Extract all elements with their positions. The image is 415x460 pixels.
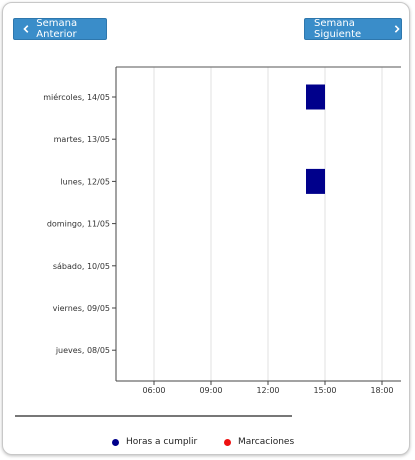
chevron-left-icon [23, 25, 29, 33]
y-tick-label: sábado, 10/05 [53, 262, 110, 271]
chevron-right-icon [394, 25, 400, 33]
legend: Horas a cumplir Marcaciones [0, 437, 415, 449]
chart-card [2, 2, 410, 455]
x-tick-label: 09:00 [199, 386, 222, 395]
previous-week-label: Semana Anterior [36, 18, 78, 40]
legend-label-marcaciones: Marcaciones [238, 437, 295, 447]
y-tick-label: lunes, 12/05 [60, 177, 110, 186]
horizontal-scrollbar[interactable] [15, 415, 292, 417]
next-week-button[interactable]: Semana Siguiente [304, 18, 402, 40]
previous-week-button[interactable]: Semana Anterior [13, 18, 107, 40]
x-tick-label: 18:00 [370, 386, 393, 395]
x-tick-label: 06:00 [142, 386, 165, 395]
timeline-bar [306, 84, 325, 110]
timeline-bar [306, 168, 325, 194]
legend-dot-horas [112, 438, 119, 446]
y-tick-label: viernes, 09/05 [53, 304, 110, 313]
legend-item-marcaciones[interactable]: Marcaciones [224, 437, 294, 447]
legend-label-horas: Horas a cumplir [126, 437, 198, 447]
y-tick-label: martes, 13/05 [54, 135, 110, 144]
x-tick-label: 12:00 [256, 386, 279, 395]
y-tick-label: miércoles, 14/05 [43, 92, 110, 102]
next-week-label: Semana Siguiente [314, 18, 362, 40]
x-tick-label: 15:00 [313, 386, 336, 395]
y-tick-label: jueves, 08/05 [55, 346, 110, 355]
legend-item-horas[interactable]: Horas a cumplir [112, 437, 197, 447]
legend-dot-marcaciones [224, 438, 231, 446]
y-tick-label: domingo, 11/05 [47, 220, 110, 229]
